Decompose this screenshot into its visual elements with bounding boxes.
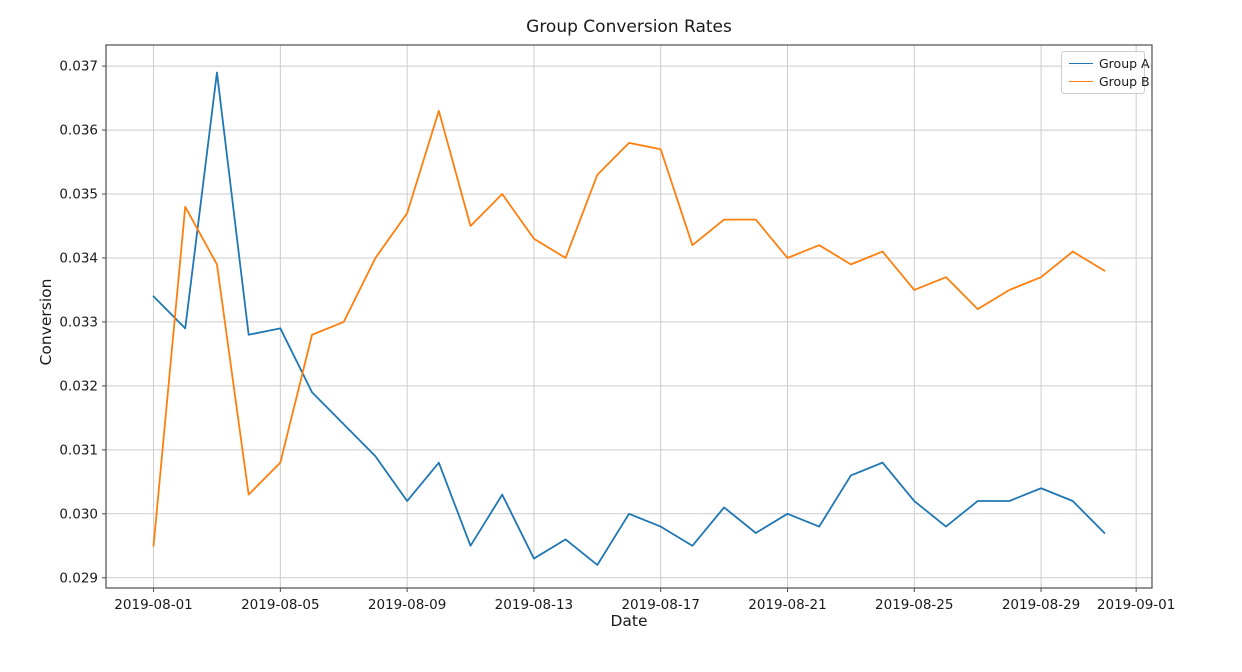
axes-frame: [105, 44, 1153, 589]
x-tick-label: 2019-08-05: [241, 597, 319, 613]
x-tick-label: 2019-08-25: [875, 597, 953, 613]
x-tick-label: 2019-09-01: [1097, 597, 1175, 613]
y-tick-label: 0.029: [59, 570, 98, 586]
legend-label-group-a: Group A: [1099, 56, 1150, 71]
legend-line-sample-group-a: [1069, 63, 1093, 64]
x-tick-label: 2019-08-13: [495, 597, 573, 613]
chart-title: Group Conversion Rates: [526, 17, 732, 37]
x-tick-label: 2019-08-21: [748, 597, 826, 613]
series-line-group-b: [152, 109, 1106, 547]
x-tick-label: 2019-08-29: [1002, 597, 1080, 613]
legend-line-sample-group-b: [1069, 81, 1093, 82]
y-tick-label: 0.036: [59, 123, 98, 139]
x-tick-label: 2019-08-09: [368, 597, 446, 613]
series-line-group-a: [152, 71, 1106, 566]
legend-item-group-b: Group B: [1069, 74, 1150, 89]
legend: Group A Group B: [1061, 51, 1150, 94]
x-axis-label: Date: [610, 612, 648, 630]
y-axis-label: Conversion: [37, 278, 55, 366]
y-tick-label: 0.035: [59, 187, 98, 203]
legend-label-group-b: Group B: [1099, 74, 1150, 89]
y-tick-label: 0.032: [59, 378, 98, 394]
y-tick-label: 0.037: [59, 59, 98, 75]
y-tick-label: 0.034: [59, 250, 98, 266]
x-tick-label: 2019-08-17: [621, 597, 699, 613]
y-tick-label: 0.031: [59, 442, 98, 458]
legend-item-group-a: Group A: [1069, 56, 1150, 71]
y-tick-label: 0.033: [59, 314, 98, 330]
x-tick-label: 2019-08-01: [114, 597, 192, 613]
y-tick-label: 0.030: [59, 506, 98, 522]
